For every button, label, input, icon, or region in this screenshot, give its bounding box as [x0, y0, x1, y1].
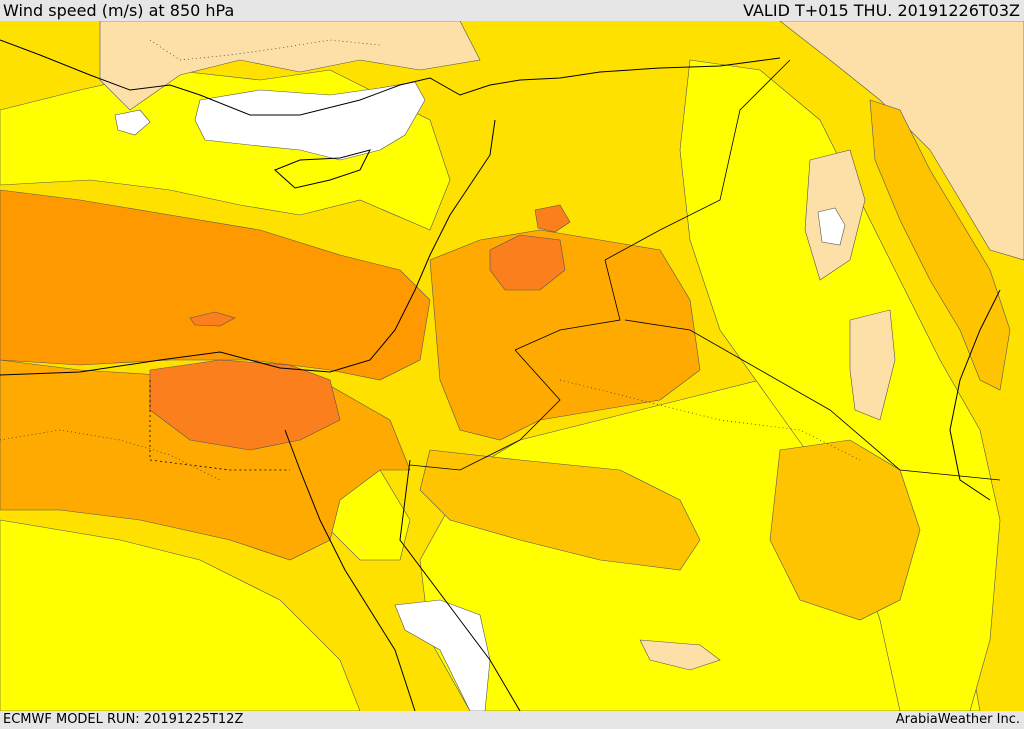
contour-gold-jordan [419, 449, 701, 571]
contour-darkorange-nile [149, 359, 341, 451]
contour-yellow-nile [0, 519, 361, 711]
contour-darkorange-med [189, 311, 236, 327]
contour-gold-saudi [769, 439, 921, 621]
contour-peach-gulf [849, 309, 896, 421]
province-lines-egypt [0, 429, 221, 481]
wind-speed-map [0, 21, 1024, 711]
valid-time-label: VALID T+015 THU. 20191226T03Z [743, 1, 1020, 20]
header-bar: Wind speed (m/s) at 850 hPa VALID T+015 … [0, 0, 1024, 21]
coastline-turkey [0, 39, 781, 116]
border-jordan-saudi [409, 349, 561, 471]
coastline-gulf [949, 289, 1001, 501]
contour-darkorange-spot [534, 204, 571, 233]
border-syria-iraq [604, 59, 791, 261]
contour-peach-turkey [99, 21, 481, 111]
footer-bar: ECMWF MODEL RUN: 20191225T12Z ArabiaWeat… [0, 711, 1024, 729]
contour-calm-lake [817, 207, 846, 246]
contour-darkorange-syria [489, 234, 566, 291]
contour-calm-aegean [114, 109, 151, 136]
contour-gold-zagros [869, 99, 1011, 391]
coastline-cyprus [274, 149, 371, 189]
coastline-red-sea-east [399, 459, 521, 711]
border-jordan [514, 259, 621, 351]
chart-title: Wind speed (m/s) at 850 hPa [3, 1, 235, 20]
coastline-red-sea-west [284, 429, 416, 711]
model-run-label: ECMWF MODEL RUN: 20191225T12Z [3, 712, 244, 727]
contour-peach-south [639, 639, 721, 671]
border-iraq-saudi [624, 319, 1001, 481]
contour-calm-black-sea [194, 81, 426, 161]
credit-label: ArabiaWeather Inc. [895, 712, 1020, 727]
contour-orange-central [0, 189, 431, 381]
coastline-levant [0, 119, 496, 376]
contour-lightorange-levant [429, 229, 701, 441]
contour-peach-iran [779, 21, 1024, 261]
province-lines-saudi [559, 379, 861, 461]
